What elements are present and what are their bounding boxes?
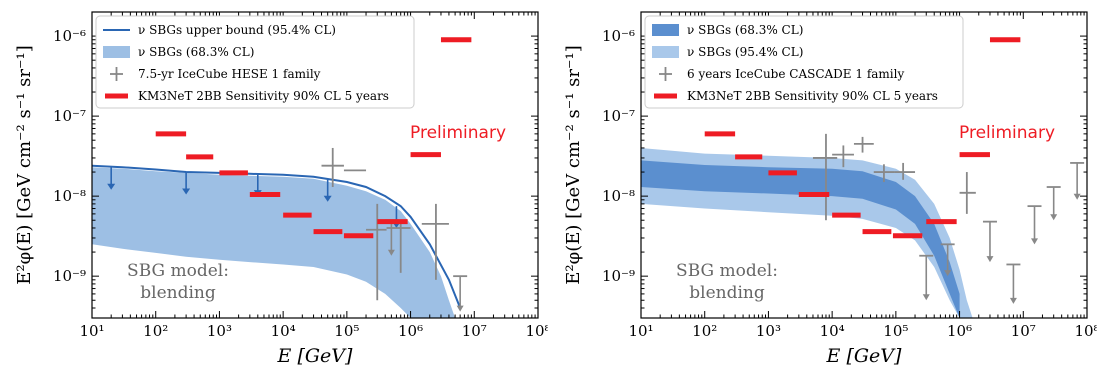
x-tick-label: 10¹ [628, 322, 653, 340]
x-tick-label: 10¹ [79, 322, 104, 340]
icecube-limit-arrowhead [456, 305, 464, 312]
plot-frame [640, 11, 1088, 319]
legend-label: ν SBGs (68.3% CL) [138, 45, 254, 59]
model-label: blending [140, 283, 216, 303]
y-tick-label: 10⁻⁷ [53, 107, 86, 125]
legend-label: ν SBGs (95.4% CL) [687, 45, 803, 59]
x-tick-label: 10⁶ [398, 322, 423, 340]
x-tick-label: 10⁵ [334, 322, 359, 340]
x-tick-label: 10⁴ [820, 322, 845, 340]
legend-swatch [652, 46, 679, 58]
plot-area [641, 37, 1085, 318]
legend-swatch [652, 24, 679, 36]
legend-label: KM3NeT 2BB Sensitivity 90% CL 5 years [138, 89, 389, 103]
preliminary-label: Preliminary [959, 123, 1055, 143]
x-tick-label: 10⁸ [525, 322, 548, 340]
icecube-limit-arrowhead [922, 294, 930, 301]
chart-panel-left: 10¹ 10² 10³ 10⁴ 10⁵ 10⁶ 10⁷ 10⁸ 10⁻⁹ 10⁻⁸ 10⁻⁷ 10⁻⁶… [0, 0, 551, 370]
icecube-limit-arrowhead [944, 270, 952, 277]
x-tick-label: 10³ [207, 322, 232, 340]
legend-box [644, 15, 964, 109]
y-tick-label: 10⁻⁷ [602, 107, 635, 125]
band-1 [641, 160, 960, 318]
y-tick-label: 10⁻⁹ [53, 267, 86, 285]
icecube-limit-arrowhead [1031, 238, 1039, 245]
x-tick-label: 10⁵ [883, 322, 908, 340]
legend-label: 6 years IceCube CASCADE 1 family [687, 67, 904, 81]
y-axis-label: E²φ(E) [GeV cm⁻² s⁻¹ sr⁻¹] [563, 45, 584, 284]
model-label: SBG model: [127, 261, 229, 281]
x-tick-label: 10³ [756, 322, 781, 340]
plot-area [92, 37, 472, 318]
legend-swatch [103, 46, 130, 58]
y-tick-label: 10⁻⁹ [602, 267, 635, 285]
icecube-limit-arrowhead [1009, 297, 1017, 304]
chart-left: 10¹ 10² 10³ 10⁴ 10⁵ 10⁶ 10⁷ 10⁸ 10⁻⁹ 10⁻⁸ 10⁻⁷ 10⁻⁶… [14, 11, 551, 367]
y-tick-label: 10⁻⁸ [53, 187, 86, 205]
x-tick-label: 10⁸ [1074, 322, 1097, 340]
y-tick-label: 10⁻⁶ [602, 27, 635, 45]
x-tick-label: 10⁷ [462, 322, 487, 340]
x-tick-label: 10⁷ [1011, 322, 1036, 340]
legend: ν SBGs upper bound (95.4% CL) ν SBGs (68.… [95, 15, 415, 109]
model-label: SBG model: [676, 261, 778, 281]
axes: 10¹ 10² 10³ 10⁴ 10⁵ 10⁶ 10⁷ 10⁸ 10⁻⁹ 10⁻⁸ 10⁻⁷ 10⁻⁶ [602, 11, 1097, 340]
x-tick-label: 10² [143, 322, 168, 340]
icecube-limit-arrowhead [387, 249, 395, 256]
axes: 10¹ 10² 10³ 10⁴ 10⁵ 10⁶ 10⁷ 10⁸ 10⁻⁹ 10⁻⁸ 10⁻⁷ 10⁻⁶ [53, 11, 551, 340]
band-1 [92, 167, 456, 318]
model-label: blending [689, 283, 765, 303]
icecube-limit-arrowhead [1050, 214, 1058, 221]
legend: ν SBGs (68.3% CL) ν SBGs (95.4% CL) 6 year… [644, 15, 964, 109]
upper-bound-arrowhead [323, 195, 332, 202]
chart-panel-right: 10¹ 10² 10³ 10⁴ 10⁵ 10⁶ 10⁷ 10⁸ 10⁻⁹ 10⁻⁸ 10⁻⁷ 10⁻⁶… [549, 0, 1097, 370]
x-tick-label: 10⁴ [271, 322, 296, 340]
x-tick-label: 10⁶ [947, 322, 972, 340]
legend-label: KM3NeT 2BB Sensitivity 90% CL 5 years [687, 89, 938, 103]
preliminary-label: Preliminary [410, 123, 506, 143]
x-axis-label: E [GeV] [277, 345, 353, 367]
legend-label: 7.5-yr IceCube HESE 1 family [138, 67, 321, 81]
y-tick-label: 10⁻⁶ [53, 27, 86, 45]
chart-right: 10¹ 10² 10³ 10⁴ 10⁵ 10⁶ 10⁷ 10⁸ 10⁻⁹ 10⁻⁸ 10⁻⁷ 10⁻⁶… [563, 11, 1097, 367]
legend-label: ν SBGs upper bound (95.4% CL) [138, 23, 336, 37]
y-tick-label: 10⁻⁸ [602, 187, 635, 205]
legend-label: ν SBGs (68.3% CL) [687, 23, 803, 37]
upper-bound-arrowhead [182, 188, 191, 195]
y-axis-label: E²φ(E) [GeV cm⁻² s⁻¹ sr⁻¹] [14, 45, 35, 284]
upper-bound-line [92, 164, 462, 309]
plot-frame [91, 11, 539, 319]
x-tick-label: 10² [692, 322, 717, 340]
icecube-limit-arrowhead [1073, 193, 1081, 200]
x-axis-label: E [GeV] [826, 345, 902, 367]
icecube-limit-arrowhead [986, 256, 994, 263]
legend-box [95, 15, 415, 109]
upper-bound-arrowhead [107, 183, 116, 190]
